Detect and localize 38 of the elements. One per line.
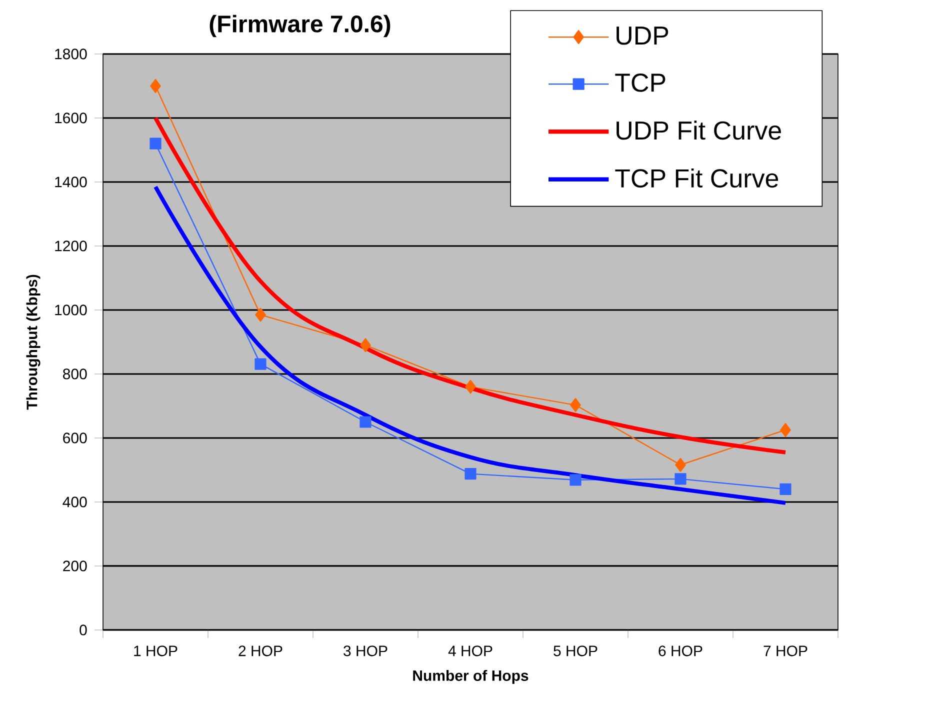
chart-title: (Firmware 7.0.6) (210, 14, 390, 38)
y-tick-label: 1400 (55, 176, 87, 188)
point (780, 422, 791, 437)
y-tick-label: 1600 (55, 112, 87, 124)
point (674, 473, 686, 485)
point (150, 138, 162, 150)
point (465, 380, 476, 394)
x-tick-label: 3 HOP (344, 646, 388, 656)
x-tick-label: 2 HOP (238, 646, 282, 656)
legend-label: UDP (616, 26, 668, 45)
y-tick-label: 400 (62, 496, 87, 508)
x-axis-title: Number of Hops (413, 670, 528, 684)
point (675, 458, 686, 472)
x-tick-label: 4 HOP (448, 646, 492, 656)
y-tick-label: 1200 (55, 240, 87, 252)
point (360, 416, 372, 428)
point (570, 474, 582, 486)
point (570, 398, 581, 412)
y-tick-label: 1000 (55, 304, 87, 316)
x-tick-label: 5 HOP (554, 646, 598, 656)
point (150, 78, 161, 93)
point (254, 358, 266, 370)
y-tick-label: 800 (63, 368, 87, 380)
x-tick-label: 6 HOP (658, 646, 702, 656)
point (780, 483, 792, 495)
point (464, 468, 476, 480)
y-tick-label: 200 (63, 560, 87, 572)
point (255, 308, 266, 322)
legend-label: UDP Fit Curve (616, 120, 781, 140)
legend-label: TCP (615, 73, 666, 92)
x-tick-label: 1 HOP (134, 646, 178, 656)
y-axis-title: Throughput (Kbps) (26, 274, 40, 410)
x-tick-label: 7 HOP (764, 646, 808, 656)
point (360, 338, 371, 352)
y-tick-label: 0 (80, 624, 87, 636)
legend-label: TCP Fit Curve (615, 168, 778, 188)
y-tick-label: 600 (63, 432, 87, 444)
y-tick-label: 1800 (55, 48, 87, 60)
